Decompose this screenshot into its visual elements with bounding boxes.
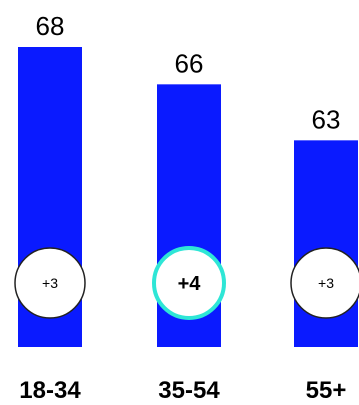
category-label: 35-54 <box>158 377 220 404</box>
change-badge <box>152 246 226 320</box>
change-badge-label: +3 <box>42 275 58 291</box>
change-badge-label: +4 <box>178 273 202 295</box>
bars-layer <box>18 47 358 347</box>
value-label: 63 <box>312 104 341 134</box>
category-label: 18-34 <box>19 377 81 404</box>
change-badge <box>290 247 359 319</box>
labels-layer: 68 18-34 66 35-54 63 55+ <box>19 11 346 404</box>
badges-layer: +3 +4 +3 <box>14 246 359 320</box>
value-label: 68 <box>36 11 65 41</box>
category-label: 55+ <box>306 377 347 404</box>
change-badge-label: +3 <box>318 275 334 291</box>
change-badge <box>14 247 86 319</box>
value-label: 66 <box>175 48 204 78</box>
